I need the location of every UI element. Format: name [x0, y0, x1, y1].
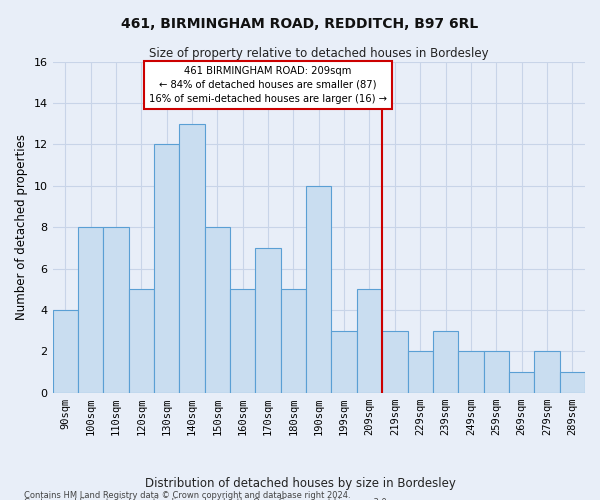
Text: 461, BIRMINGHAM ROAD, REDDITCH, B97 6RL: 461, BIRMINGHAM ROAD, REDDITCH, B97 6RL	[121, 18, 479, 32]
Bar	[78, 227, 103, 392]
Bar	[458, 352, 484, 393]
Title: Size of property relative to detached houses in Bordesley: Size of property relative to detached ho…	[149, 48, 488, 60]
Bar	[433, 330, 458, 392]
Bar	[560, 372, 585, 392]
Bar	[306, 186, 331, 392]
Bar	[128, 289, 154, 393]
Bar	[179, 124, 205, 392]
Text: 461 BIRMINGHAM ROAD: 209sqm
← 84% of detached houses are smaller (87)
16% of sem: 461 BIRMINGHAM ROAD: 209sqm ← 84% of det…	[149, 66, 387, 104]
Bar	[103, 227, 128, 392]
Text: Distribution of detached houses by size in Bordesley: Distribution of detached houses by size …	[145, 477, 455, 490]
Bar	[534, 352, 560, 393]
Bar	[256, 248, 281, 392]
Bar	[154, 144, 179, 392]
Bar	[407, 352, 433, 393]
Bar	[281, 289, 306, 393]
Bar	[357, 289, 382, 393]
Bar	[230, 289, 256, 393]
Y-axis label: Number of detached properties: Number of detached properties	[15, 134, 28, 320]
Text: Contains HM Land Registry data © Crown copyright and database right 2024.: Contains HM Land Registry data © Crown c…	[24, 490, 350, 500]
Bar	[484, 352, 509, 393]
Bar	[53, 310, 78, 392]
Bar	[509, 372, 534, 392]
Bar	[331, 330, 357, 392]
Bar	[205, 227, 230, 392]
Bar	[382, 330, 407, 392]
Text: Contains public sector information licensed under the Open Government Licence v3: Contains public sector information licen…	[24, 498, 389, 500]
